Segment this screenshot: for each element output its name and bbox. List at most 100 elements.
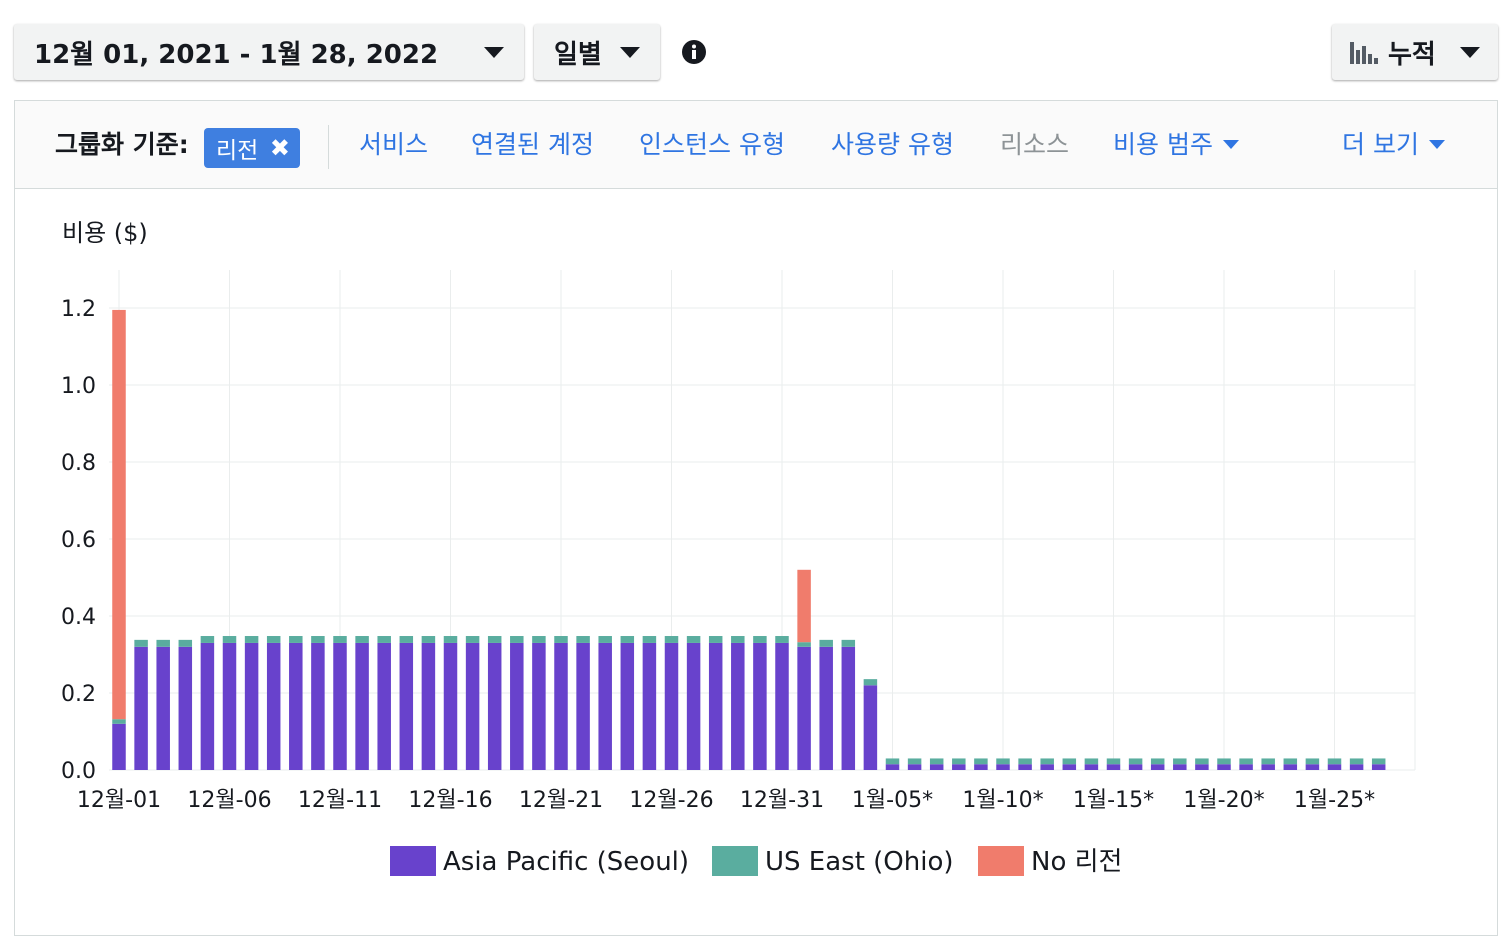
bar-segment[interactable] bbox=[797, 569, 811, 643]
bar-segment[interactable] bbox=[731, 636, 745, 643]
bar-segment[interactable] bbox=[1239, 764, 1253, 770]
group-chip-region[interactable]: 리전 ✖ bbox=[204, 128, 300, 168]
bar-segment[interactable] bbox=[996, 764, 1010, 770]
bar-segment[interactable] bbox=[1217, 758, 1231, 765]
bar-segment[interactable] bbox=[996, 758, 1010, 765]
bar-segment[interactable] bbox=[952, 764, 966, 770]
bar-segment[interactable] bbox=[1195, 764, 1209, 770]
bar-segment[interactable] bbox=[532, 642, 546, 770]
bar-segment[interactable] bbox=[1128, 764, 1143, 770]
bar-segment[interactable] bbox=[289, 642, 303, 770]
bar-segment[interactable] bbox=[156, 639, 170, 647]
bar-segment[interactable] bbox=[443, 642, 458, 770]
bar-segment[interactable] bbox=[1173, 764, 1187, 770]
bar-segment[interactable] bbox=[841, 646, 856, 770]
bar-segment[interactable] bbox=[311, 642, 325, 770]
close-icon[interactable]: ✖ bbox=[269, 134, 290, 162]
bar-segment[interactable] bbox=[1062, 758, 1077, 765]
bar-segment[interactable] bbox=[974, 764, 988, 770]
bar-segment[interactable] bbox=[753, 636, 767, 643]
granularity-dropdown[interactable]: 일별 bbox=[534, 24, 660, 80]
info-icon[interactable] bbox=[682, 40, 706, 64]
bar-segment[interactable] bbox=[222, 636, 237, 643]
bar-segment[interactable] bbox=[487, 642, 502, 770]
bar-segment[interactable] bbox=[620, 642, 635, 770]
legend-label[interactable]: Asia Pacific (Seoul) bbox=[443, 847, 689, 877]
bar-segment[interactable] bbox=[1327, 764, 1342, 770]
bar-segment[interactable] bbox=[1018, 764, 1032, 770]
bar-segment[interactable] bbox=[1106, 758, 1121, 765]
bar-segment[interactable] bbox=[244, 636, 259, 643]
bar-segment[interactable] bbox=[863, 679, 878, 686]
bar-segment[interactable] bbox=[421, 636, 436, 643]
group-option-service[interactable]: 서비스 bbox=[359, 130, 429, 159]
bar-segment[interactable] bbox=[487, 636, 502, 643]
bar-segment[interactable] bbox=[797, 642, 811, 647]
bar-segment[interactable] bbox=[554, 642, 568, 770]
bar-segment[interactable] bbox=[333, 642, 347, 770]
bar-segment[interactable] bbox=[1195, 758, 1209, 765]
bar-segment[interactable] bbox=[863, 685, 878, 770]
bar-segment[interactable] bbox=[200, 636, 215, 643]
group-option-instance-type[interactable]: 인스턴스 유형 bbox=[639, 130, 785, 159]
bar-segment[interactable] bbox=[333, 636, 347, 643]
bar-segment[interactable] bbox=[576, 636, 590, 643]
bar-segment[interactable] bbox=[134, 639, 148, 647]
bar-segment[interactable] bbox=[1150, 764, 1165, 770]
bar-segment[interactable] bbox=[952, 758, 966, 765]
bar-segment[interactable] bbox=[1062, 764, 1077, 770]
bar-segment[interactable] bbox=[598, 636, 612, 643]
bar-segment[interactable] bbox=[156, 646, 170, 770]
bar-segment[interactable] bbox=[907, 758, 922, 765]
bar-segment[interactable] bbox=[510, 636, 524, 643]
bar-segment[interactable] bbox=[576, 642, 590, 770]
legend-label[interactable]: US East (Ohio) bbox=[765, 847, 954, 877]
bar-segment[interactable] bbox=[1283, 764, 1298, 770]
bar-segment[interactable] bbox=[1217, 764, 1231, 770]
bar-segment[interactable] bbox=[266, 642, 281, 770]
bar-segment[interactable] bbox=[1349, 764, 1364, 770]
bar-segment[interactable] bbox=[200, 642, 215, 770]
bar-segment[interactable] bbox=[465, 642, 480, 770]
bar-segment[interactable] bbox=[1018, 758, 1032, 765]
bar-segment[interactable] bbox=[289, 636, 303, 643]
bar-segment[interactable] bbox=[1261, 764, 1275, 770]
bar-segment[interactable] bbox=[244, 642, 259, 770]
bar-segment[interactable] bbox=[753, 642, 767, 770]
bar-segment[interactable] bbox=[1305, 758, 1320, 765]
group-option-usage-type[interactable]: 사용량 유형 bbox=[831, 130, 954, 159]
bar-segment[interactable] bbox=[1084, 758, 1099, 765]
bar-segment[interactable] bbox=[1128, 758, 1143, 765]
bar-segment[interactable] bbox=[178, 639, 193, 647]
bar-segment[interactable] bbox=[1261, 758, 1275, 765]
bar-segment[interactable] bbox=[377, 642, 391, 770]
bar-segment[interactable] bbox=[554, 636, 568, 643]
bar-segment[interactable] bbox=[598, 642, 612, 770]
bar-segment[interactable] bbox=[642, 636, 657, 643]
group-option-cost-category[interactable]: 비용 범주 bbox=[1113, 101, 1239, 189]
bar-segment[interactable] bbox=[112, 309, 126, 720]
bar-segment[interactable] bbox=[797, 646, 811, 770]
bar-segment[interactable] bbox=[664, 636, 679, 643]
bar-segment[interactable] bbox=[355, 636, 369, 643]
bar-segment[interactable] bbox=[775, 642, 789, 770]
bar-segment[interactable] bbox=[620, 636, 635, 643]
bar-segment[interactable] bbox=[642, 642, 657, 770]
bar-segment[interactable] bbox=[885, 758, 900, 765]
group-option-linked-account[interactable]: 연결된 계정 bbox=[471, 130, 594, 159]
bar-segment[interactable] bbox=[1084, 764, 1099, 770]
bar-segment[interactable] bbox=[266, 636, 281, 643]
bar-segment[interactable] bbox=[1040, 764, 1054, 770]
bar-segment[interactable] bbox=[686, 636, 701, 643]
bar-segment[interactable] bbox=[907, 764, 922, 770]
bar-segment[interactable] bbox=[819, 639, 833, 647]
bar-segment[interactable] bbox=[178, 646, 193, 770]
bar-segment[interactable] bbox=[1173, 758, 1187, 765]
bar-segment[interactable] bbox=[510, 642, 524, 770]
bar-segment[interactable] bbox=[1327, 758, 1342, 765]
bar-segment[interactable] bbox=[708, 636, 723, 643]
bar-segment[interactable] bbox=[1371, 764, 1386, 770]
date-range-dropdown[interactable]: 12월 01, 2021 - 1월 28, 2022 bbox=[14, 24, 524, 80]
bar-segment[interactable] bbox=[465, 636, 480, 643]
bar-segment[interactable] bbox=[377, 636, 391, 643]
